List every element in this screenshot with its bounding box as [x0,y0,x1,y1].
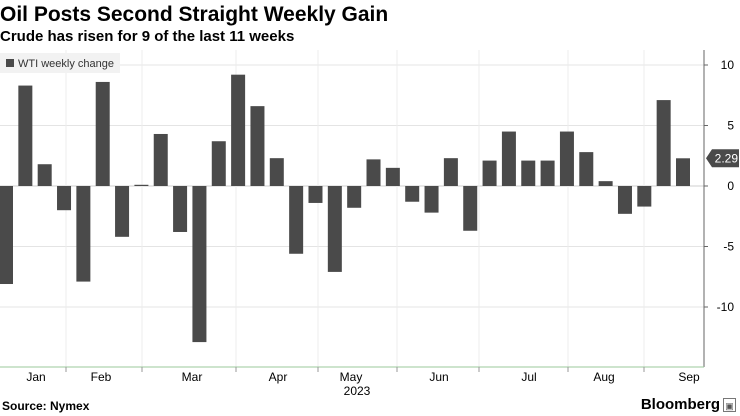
bar [231,74,246,186]
source-note: Source: Nymex [2,399,90,413]
bar [424,186,439,213]
bar [134,184,149,186]
last-value-tag: 2.29 [706,149,739,168]
x-tick-label: Mar [182,370,203,384]
bar [385,167,400,186]
bar [95,81,110,186]
bar [540,160,555,186]
bars [0,74,690,343]
x-tick-label: Apr [269,370,288,384]
bar [405,186,420,202]
bar [579,152,594,186]
y-tick-label: -10 [717,300,735,314]
bar [443,158,458,186]
x-tick-label: Feb [91,370,112,384]
bar [501,131,516,186]
bar [173,186,188,232]
x-year-label: 2023 [344,384,371,398]
legend-box [0,53,120,73]
bar [598,181,613,186]
bar [250,106,265,186]
x-tick-label: Jan [26,370,45,384]
x-tick-label: Aug [593,370,614,384]
bar [347,186,362,208]
bar [463,186,478,231]
bar [676,158,690,186]
y-tick-label: 10 [721,58,735,72]
bar [211,141,226,186]
bar [289,186,304,254]
bar [153,133,168,186]
x-tick-label: Jul [521,370,536,384]
chart-subtitle: Crude has risen for 9 of the last 11 wee… [0,28,295,45]
legend-label: WTI weekly change [18,58,114,70]
bar [37,164,52,186]
x-tick-label: May [340,370,363,384]
y-tick-label: 0 [727,179,734,193]
bar [521,160,536,186]
bar [0,186,13,285]
x-tick-label: Sep [678,370,700,384]
bar [559,131,574,186]
bar [76,186,91,282]
y-tick-label: -5 [723,240,734,254]
legend-swatch [6,59,14,67]
bar [366,159,381,186]
bar [269,158,284,186]
axes: 10 5 0 -5 -10 Jan Feb Mar Apr May Jun Jul Aug Sep [0,50,734,384]
bar [18,85,33,186]
bar [115,186,130,237]
bar [327,186,342,272]
brand-logo: Bloomberg [640,396,720,413]
y-tick-label: 5 [727,119,734,133]
bar [482,160,497,186]
bar [637,186,652,207]
bar [656,100,671,186]
chart-title: Oil Posts Second Straight Weekly Gain [0,3,389,26]
bar [57,186,72,211]
bar [192,186,207,343]
terminal-icon: ▣ [723,398,736,412]
bar [308,186,323,203]
bar [617,186,632,214]
x-tick-label: Jun [429,370,448,384]
last-value-label: 2.29 [715,151,739,165]
